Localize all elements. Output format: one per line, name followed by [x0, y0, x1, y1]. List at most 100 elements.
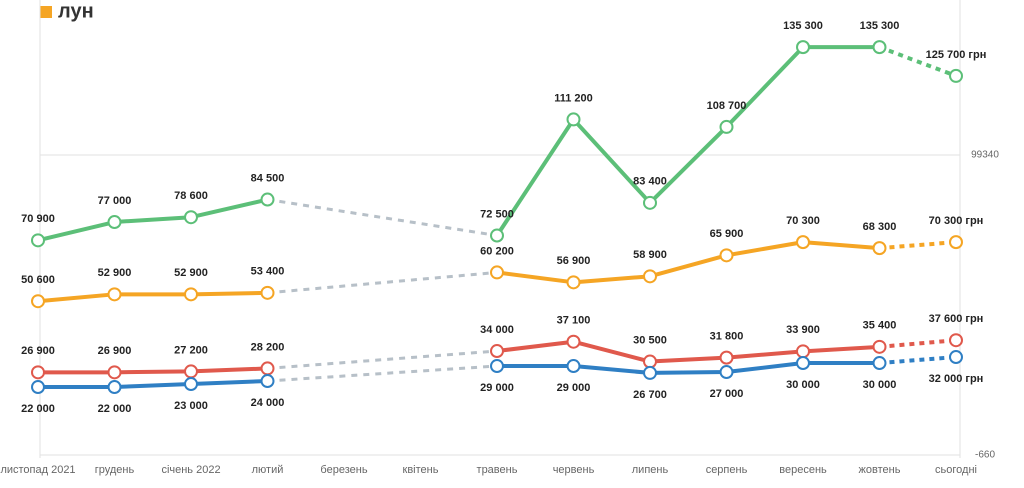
value-label: 52 900	[174, 267, 208, 279]
marker	[184, 287, 198, 302]
value-label: 28 200	[251, 341, 285, 353]
value-label: 32 000 грн	[929, 373, 984, 385]
y-tick-label: 99340	[971, 150, 999, 161]
marker	[949, 350, 963, 365]
x-tick-label: липень	[632, 464, 669, 476]
marker	[643, 365, 657, 380]
marker	[872, 356, 887, 371]
value-label: 23 000	[174, 400, 208, 412]
marker	[260, 374, 275, 389]
gap-bridge	[267, 270, 498, 295]
marker	[260, 192, 275, 207]
marker	[31, 294, 45, 309]
marker	[566, 275, 581, 290]
value-label: 72 500	[480, 208, 514, 220]
marker	[260, 285, 275, 300]
marker	[107, 287, 122, 302]
value-label: 135 300	[783, 20, 823, 32]
value-label: 77 000	[98, 195, 132, 207]
value-label: 68 300	[863, 221, 897, 233]
value-label: 50 600	[21, 274, 55, 286]
series-line	[37, 197, 268, 243]
value-label: 70 300	[786, 215, 820, 227]
value-label: 24 000	[251, 397, 285, 409]
value-label: 29 000	[480, 382, 514, 394]
marker	[872, 40, 887, 55]
marker	[719, 350, 734, 365]
marker	[31, 380, 45, 395]
series-line	[495, 45, 880, 237]
value-label: 22 000	[21, 403, 55, 415]
value-label: 33 900	[786, 324, 820, 336]
x-tick-label: квітень	[403, 464, 439, 476]
x-tick-label: грудень	[95, 464, 135, 476]
marker	[796, 235, 810, 250]
x-tick-label: січень 2022	[161, 464, 220, 476]
value-label: 34 000	[480, 324, 514, 336]
marker	[107, 380, 122, 395]
value-label: 30 000	[863, 379, 897, 391]
x-tick-label: жовтень	[859, 464, 901, 476]
y-tick-label: -660	[975, 450, 995, 461]
series-line	[496, 240, 880, 285]
value-label: 60 200	[480, 245, 514, 257]
value-label: 35 400	[863, 320, 897, 332]
marker	[490, 359, 504, 374]
marker	[949, 68, 963, 83]
value-label: 30 000	[786, 379, 820, 391]
value-label: 30 500	[633, 334, 667, 346]
marker	[184, 364, 198, 379]
marker	[796, 356, 810, 371]
x-tick-label: травень	[477, 464, 518, 476]
value-label: 65 900	[710, 228, 744, 240]
marker	[949, 333, 963, 348]
series-line	[38, 379, 268, 390]
value-label: 84 500	[251, 172, 285, 184]
value-label: 108 700	[707, 100, 747, 112]
marker	[719, 119, 734, 134]
forecast-line	[879, 355, 957, 366]
marker	[643, 354, 657, 369]
marker	[872, 241, 887, 256]
x-tick-label: сьогодні	[935, 464, 977, 476]
x-tick-label: серпень	[706, 464, 748, 476]
value-label: 56 900	[557, 255, 591, 267]
value-label: 27 000	[710, 388, 744, 400]
x-tick-label: лютий	[252, 464, 284, 476]
marker	[107, 365, 122, 380]
value-label: 26 700	[633, 389, 667, 401]
marker	[796, 344, 810, 359]
value-label: 22 000	[98, 403, 132, 415]
marker	[566, 112, 581, 127]
marker	[643, 269, 657, 284]
series-line	[38, 366, 268, 375]
value-label: 70 900	[21, 213, 55, 225]
value-label: 78 600	[174, 190, 208, 202]
forecast-line	[878, 45, 957, 78]
series-line	[496, 339, 880, 364]
value-label: 37 600 грн	[929, 313, 984, 325]
value-label: 125 700 грн	[926, 49, 987, 61]
value-label: 26 900	[98, 345, 132, 357]
x-tick-label: березень	[320, 464, 367, 476]
value-label: 70 300 грн	[929, 215, 984, 227]
value-label: 83 400	[633, 176, 667, 188]
gap-bridge	[267, 198, 498, 238]
value-label: 135 300	[860, 20, 900, 32]
marker	[490, 228, 504, 243]
value-label: 52 900	[98, 267, 132, 279]
series-line	[37, 290, 268, 304]
x-tick-label: листопад 2021	[0, 464, 75, 476]
marker	[490, 265, 504, 280]
marker	[184, 210, 198, 225]
marker	[31, 365, 45, 380]
marker	[490, 344, 504, 359]
value-label: 26 900	[21, 345, 55, 357]
marker	[719, 365, 734, 380]
value-label: 37 100	[557, 315, 591, 327]
marker	[107, 215, 122, 230]
x-tick-label: червень	[553, 464, 595, 476]
forecast-line	[879, 338, 957, 349]
value-label: 31 800	[710, 331, 744, 343]
